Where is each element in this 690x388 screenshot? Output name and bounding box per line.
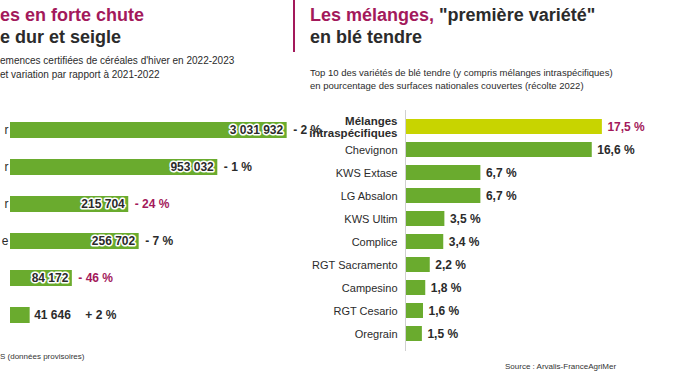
- html-text:es en forte chute: es en forte chute: [0, 5, 144, 25]
- svg-text:- 2 %: - 2 %: [293, 123, 322, 138]
- svg-text:16,6 %: 16,6 %: [597, 143, 635, 157]
- svg-text:6,7 %: 6,7 %: [486, 166, 517, 180]
- svg-text:Oregrain: Oregrain: [355, 328, 398, 340]
- svg-text:- 7 %: - 7 %: [145, 234, 173, 248]
- svg-text:Complice: Complice: [352, 236, 398, 248]
- svg-text:1,5 %: 1,5 %: [427, 327, 458, 341]
- svg-text:RGT Sacramento: RGT Sacramento: [312, 259, 397, 271]
- html-text:Top 10 des variétés de blé ten: Top 10 des variétés de blé tendre (y com…: [310, 67, 613, 91]
- svg-text:17,5 %: 17,5 %: [607, 120, 645, 134]
- html-text:Source : Arvalis-FranceAgriMer: Source : Arvalis-FranceAgriMer: [505, 362, 617, 371]
- html-text:S (données provisoires): S (données provisoires): [0, 352, 85, 361]
- svg-text:r: r: [5, 160, 9, 174]
- svg-text:256 702: 256 702: [92, 234, 136, 248]
- svg-text:+ 2 %: + 2 %: [85, 308, 116, 322]
- svg-text:Chevignon: Chevignon: [345, 144, 398, 156]
- svg-text:r: r: [5, 197, 9, 211]
- svg-text:RGT Cesario: RGT Cesario: [334, 305, 398, 317]
- svg-text:Campesino: Campesino: [342, 282, 398, 294]
- html-text:e dur et seigle: e dur et seigle: [0, 27, 121, 47]
- svg-text:r: r: [5, 123, 9, 137]
- svg-text:3 031 932: 3 031 932: [230, 123, 284, 137]
- svg-text:KWS Extase: KWS Extase: [336, 167, 398, 179]
- html-text:Les mélanges, "première variét: Les mélanges, "première variété" en blé …: [310, 5, 596, 47]
- svg-text:3,4 %: 3,4 %: [449, 235, 480, 249]
- svg-text:e: e: [2, 234, 9, 248]
- svg-text:6,7 %: 6,7 %: [486, 189, 517, 203]
- svg-text:1,8 %: 1,8 %: [431, 281, 462, 295]
- svg-text:1,6 %: 1,6 %: [429, 304, 460, 318]
- svg-text:KWS Ultim: KWS Ultim: [344, 213, 397, 225]
- svg-text:84 172: 84 172: [32, 271, 69, 285]
- html-text:emences certifiées de céréales: emences certifiées de céréales d'hiver e…: [0, 55, 235, 80]
- svg-text:Mélangesintraspécifiques: Mélangesintraspécifiques: [309, 115, 397, 139]
- svg-text:- 24 %: - 24 %: [135, 197, 170, 211]
- svg-text:215 704: 215 704: [81, 197, 125, 211]
- svg-text:3,5 %: 3,5 %: [450, 212, 481, 226]
- svg-text:- 46 %: - 46 %: [78, 271, 113, 285]
- svg-text:41 646: 41 646: [34, 308, 71, 322]
- svg-text:2,2 %: 2,2 %: [435, 258, 466, 272]
- svg-text:LG Absalon: LG Absalon: [341, 190, 398, 202]
- svg-text:- 1 %: - 1 %: [224, 160, 252, 174]
- svg-text:953 032: 953 032: [170, 160, 214, 174]
